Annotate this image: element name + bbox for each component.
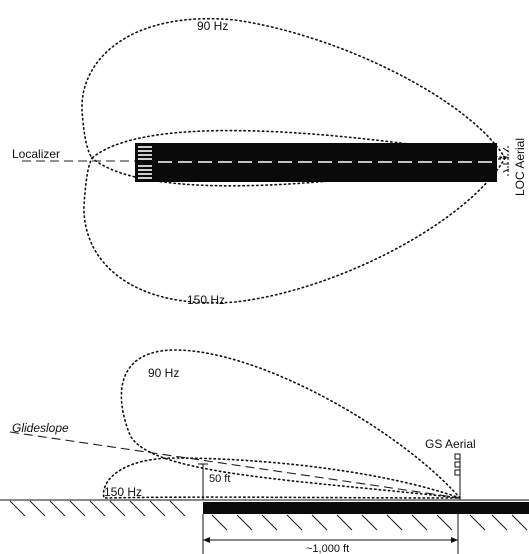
localizer-runway	[135, 143, 497, 182]
gs-antenna	[454, 453, 461, 500]
distance-label: ~1,000 ft	[306, 543, 349, 554]
localizer-label: Localizer	[12, 147, 60, 161]
localizer-150hz-label: 150 Hz	[187, 293, 225, 307]
localizer-90hz-label: 90 Hz	[197, 19, 228, 33]
localizer-diagram: Localizer 90 Hz 150 Hz LOC Aerial	[12, 18, 527, 307]
gs-aerial-label: GS Aerial	[425, 437, 476, 451]
distance-dimension	[202, 514, 459, 554]
glideslope-90hz-label: 90 Hz	[148, 366, 179, 380]
glideslope-path-line	[9, 431, 461, 499]
loc-antenna	[502, 146, 510, 178]
glideslope-150hz-lobe	[102, 457, 461, 499]
localizer-150hz-lobe	[83, 156, 507, 304]
glideslope-150hz-label: 150 Hz	[104, 485, 142, 499]
glideslope-runway	[203, 502, 529, 514]
glideslope-90hz-lobe	[120, 349, 462, 500]
glideslope-label: Glideslope	[12, 421, 69, 435]
loc-aerial-label: LOC Aerial	[513, 138, 527, 196]
localizer-90hz-lobe	[81, 18, 507, 160]
glideslope-diagram: 50 ft GS Aerial ~1,000 ft Glideslope 90 …	[0, 349, 529, 554]
ground-hatching	[9, 500, 528, 531]
height-label: 50 ft	[209, 473, 230, 485]
runway-threshold-markings	[138, 146, 152, 179]
